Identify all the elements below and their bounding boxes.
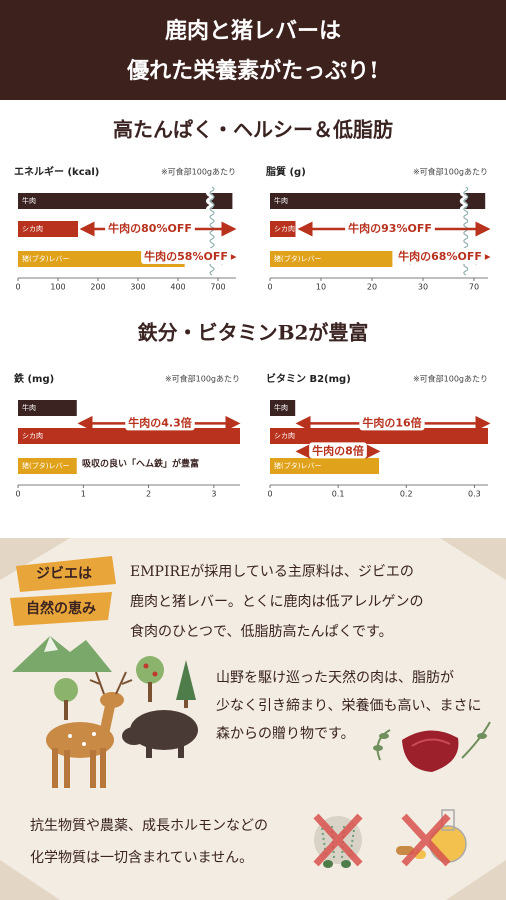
x-tick-label: 1: [81, 490, 86, 499]
illustration: [12, 636, 491, 868]
chart-note: ※可食部100gあたり: [413, 167, 488, 177]
annotation-bg: [395, 248, 485, 264]
annotation-bg: [105, 220, 195, 236]
chart-note: ※可食部100gあたり: [165, 374, 240, 384]
bar-label: シカ肉: [22, 224, 43, 233]
chart-title: 鉄 (mg): [14, 372, 54, 385]
x-tick-label: 0: [15, 490, 20, 499]
section-title: 鉄分・ビタミンB2が豊富: [138, 321, 369, 345]
paragraph-line: 鹿肉と猪レバー。とくに鹿肉は低アレルゲンの: [130, 593, 423, 610]
annotation-bg: [345, 220, 435, 236]
badge-text: 自然の恵み: [26, 600, 96, 617]
badge-text: ジビエは: [36, 566, 92, 582]
annotation-bg: [125, 414, 195, 431]
annotation: 牛肉の4.3倍: [128, 415, 192, 429]
bar: [270, 221, 296, 237]
badge-shape: [10, 592, 112, 626]
annotation: 牛肉の16倍: [362, 415, 421, 429]
annotation-bg: [309, 442, 367, 459]
bar: [270, 400, 296, 416]
paragraph-line: 山野を駆け巡った天然の肉は、脂肪が: [216, 669, 454, 686]
bar-label: 牛肉: [274, 403, 288, 412]
annotation-bg: [359, 414, 425, 431]
bar-label: 牛肉: [22, 196, 36, 205]
annotation: 牛肉の80%OFF: [108, 221, 192, 235]
x-tick-label: 0: [267, 283, 272, 292]
x-tick-label: 0.3: [468, 490, 481, 499]
chart-title: ビタミン B2(mg): [266, 372, 351, 385]
paragraph-line: 抗生物質や農薬、成長ホルモンなどの: [30, 818, 268, 834]
bar-label: シカ肉: [22, 431, 43, 440]
chart-note: ※可食部100gあたり: [161, 167, 236, 177]
paragraph-line: 食肉のひとつで、低脂肪高たんぱくです。: [130, 623, 393, 640]
annotation: 牛肉の58%OFF: [144, 249, 228, 263]
bar-label: 猪(ブタ)レバー: [274, 461, 321, 470]
x-tick-label: 700: [210, 283, 225, 292]
header-line: 優れた栄養素がたっぷり!: [126, 58, 379, 84]
bar: [18, 193, 233, 209]
annotation-bg: [141, 248, 231, 264]
x-tick-label: 2: [146, 490, 151, 499]
x-tick-label: 0.2: [400, 490, 413, 499]
annotation: 牛肉の93%OFF: [348, 221, 432, 235]
x-tick-label: 0.1: [332, 490, 345, 499]
bar-label: 猪(ブタ)レバー: [22, 254, 69, 263]
badge-shape: [16, 556, 116, 592]
bar: [270, 428, 488, 444]
paragraph-line: 森からの贈り物です。: [216, 726, 355, 742]
bar-label: シカ肉: [274, 431, 295, 440]
bar: [270, 193, 486, 209]
section-title: 高たんぱく・ヘルシー＆低脂肪: [113, 118, 393, 142]
bar: [18, 400, 77, 416]
x-tick-label: 400: [170, 283, 185, 292]
x-tick-label: 20: [367, 283, 377, 292]
bar-label: シカ肉: [274, 224, 295, 233]
annotation: 牛肉の8倍: [312, 443, 364, 457]
bar: [270, 458, 379, 474]
chart-title: 脂質 (g): [265, 165, 306, 178]
bar: [270, 251, 393, 267]
bar-label: 猪(ブタ)レバー: [22, 461, 69, 470]
bar: [18, 458, 77, 474]
corner-deco: [0, 860, 60, 900]
corner-deco: [446, 860, 506, 900]
header-line: 鹿肉と猪レバーは: [165, 18, 341, 44]
header-band: [0, 0, 506, 100]
annotation: 牛肉の68%OFF: [398, 249, 482, 263]
x-tick-label: 3: [211, 490, 216, 499]
x-tick-label: 0: [15, 283, 20, 292]
annotation: 吸収の良い「ヘム鉄」が豊富: [82, 458, 199, 470]
paragraph-line: EMPIREが採用している主原料は、ジビエの: [130, 564, 414, 580]
x-tick-label: 30: [418, 283, 428, 292]
x-tick-label: 300: [130, 283, 145, 292]
bar-label: 牛肉: [274, 196, 288, 205]
x-tick-label: 100: [50, 283, 65, 292]
x-tick-label: 200: [90, 283, 105, 292]
x-tick-label: 0: [267, 490, 272, 499]
x-tick-label: 10: [316, 283, 326, 292]
bar: [18, 221, 78, 237]
chart-note: ※可食部100gあたり: [413, 374, 488, 384]
bar-label: 牛肉: [22, 403, 36, 412]
chart-title: エネルギー (kcal): [14, 165, 99, 178]
paragraph-line: 少なく引き締まり、栄養価も高い、まさに: [216, 697, 481, 714]
paragraph-line: 化学物質は一切含まれていません。: [30, 850, 253, 866]
bar-label: 猪(ブタ)レバー: [274, 254, 321, 263]
x-tick-label: 70: [469, 283, 479, 292]
corner-deco: [440, 538, 506, 580]
bar: [18, 428, 240, 444]
